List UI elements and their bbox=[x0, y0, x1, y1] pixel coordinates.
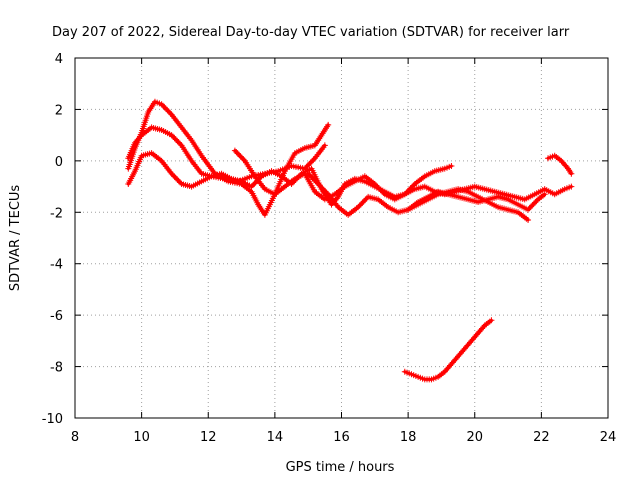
x-tick-label: 22 bbox=[533, 430, 550, 445]
x-tick-label: 24 bbox=[600, 430, 617, 445]
y-tick-label: -2 bbox=[50, 206, 63, 221]
data-series bbox=[125, 98, 575, 383]
satellite-track-6 bbox=[405, 188, 548, 213]
x-tick-label: 8 bbox=[71, 430, 79, 445]
satellite-track-7 bbox=[545, 152, 575, 177]
y-tick-label: -4 bbox=[50, 258, 63, 273]
satellite-track-8 bbox=[401, 317, 495, 383]
y-tick-label: 0 bbox=[55, 155, 63, 170]
y-tick-label: -10 bbox=[42, 412, 63, 427]
satellite-track-8-markers bbox=[401, 317, 495, 383]
chart-title: Day 207 of 2022, Sidereal Day-to-day VTE… bbox=[52, 25, 570, 40]
x-tick-label: 14 bbox=[267, 430, 284, 445]
x-tick-label: 16 bbox=[333, 430, 350, 445]
x-tick-label: 12 bbox=[200, 430, 217, 445]
grid-lines bbox=[75, 58, 608, 418]
x-tick-label: 18 bbox=[400, 430, 417, 445]
y-tick-label: 4 bbox=[55, 52, 63, 67]
y-tick-label: -6 bbox=[50, 309, 63, 324]
satellite-track-3-markers bbox=[125, 150, 455, 208]
x-axis-label: GPS time / hours bbox=[286, 460, 395, 475]
satellite-track-6-markers bbox=[405, 188, 548, 213]
satellite-track-7-markers bbox=[545, 152, 575, 177]
x-tick-label: 20 bbox=[466, 430, 483, 445]
y-tick-label: 2 bbox=[55, 103, 63, 118]
x-tick-label: 10 bbox=[133, 430, 150, 445]
y-axis-label: SDTVAR / TECUs bbox=[8, 185, 23, 292]
y-tick-label: -8 bbox=[50, 361, 63, 376]
